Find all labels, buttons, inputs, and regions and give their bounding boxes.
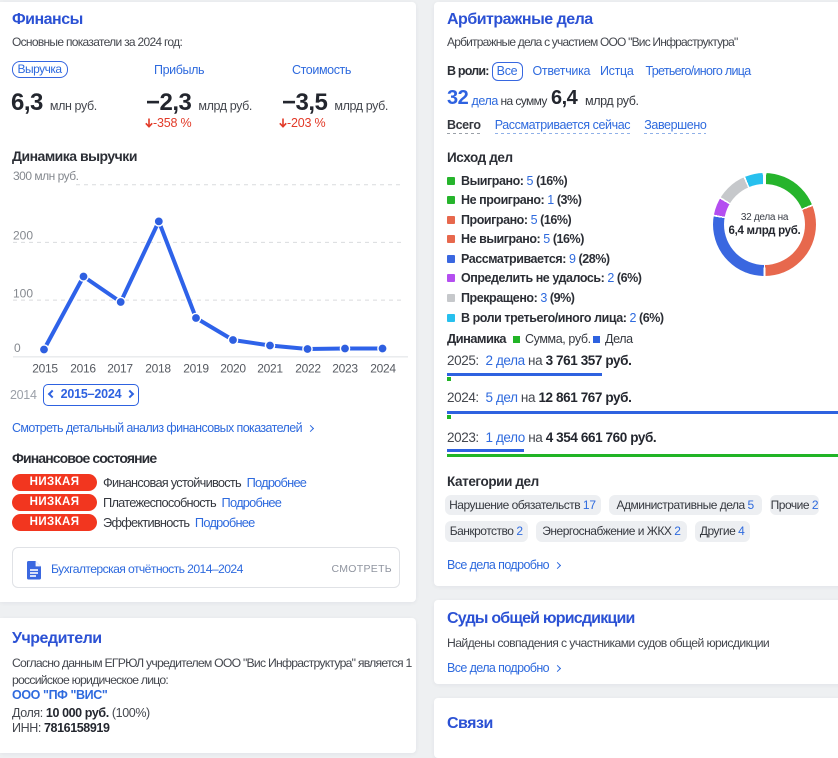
svg-text:2022: 2022 (295, 362, 321, 376)
svg-text:2021: 2021 (257, 362, 283, 376)
svg-text:2020: 2020 (220, 362, 246, 376)
svg-text:300 млн руб.: 300 млн руб. (13, 169, 79, 183)
svg-text:2017: 2017 (107, 362, 133, 376)
svg-text:2016: 2016 (70, 362, 96, 376)
svg-text:0: 0 (14, 341, 21, 355)
svg-text:2015: 2015 (32, 362, 58, 376)
svg-text:2024: 2024 (370, 362, 396, 376)
svg-text:2019: 2019 (183, 362, 209, 376)
svg-text:200: 200 (13, 229, 33, 243)
svg-text:100: 100 (13, 287, 33, 301)
svg-text:2023: 2023 (332, 362, 358, 376)
svg-text:2018: 2018 (145, 362, 171, 376)
